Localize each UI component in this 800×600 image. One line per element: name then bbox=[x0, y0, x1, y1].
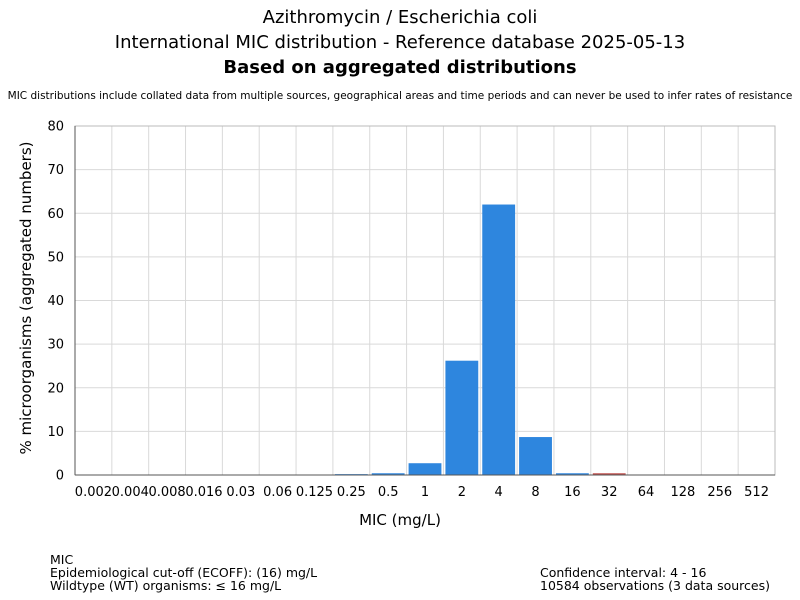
bar-2 bbox=[445, 360, 479, 475]
bars bbox=[334, 204, 626, 475]
footer-ecoff: Epidemiological cut-off (ECOFF): (16) mg… bbox=[50, 565, 318, 580]
bar-16 bbox=[555, 473, 589, 475]
y-tick-label: 80 bbox=[47, 120, 64, 135]
tick-labels: 0 10 20 30 40 50 60 70 80 0.002 0.004 0.008 0.016 0.0… bbox=[47, 120, 769, 501]
x-tick-label: 0.25 bbox=[337, 485, 366, 500]
footer-observations: 10584 observations (3 data sources) bbox=[540, 578, 770, 593]
footer-mic-label: MIC bbox=[50, 552, 74, 567]
y-tick-label: 60 bbox=[47, 207, 64, 222]
x-tick-label: 8 bbox=[531, 485, 539, 500]
x-tick-label: 4 bbox=[495, 485, 503, 500]
disclaimer-note: MIC distributions include collated data … bbox=[7, 90, 793, 102]
y-tick-label: 20 bbox=[47, 381, 64, 396]
x-tick-label: 0.016 bbox=[185, 485, 222, 500]
x-tick-label: 256 bbox=[707, 485, 732, 500]
chart-subtitle-bold: Based on aggregated distributions bbox=[223, 57, 577, 78]
bar-4 bbox=[482, 204, 516, 475]
y-tick-label: 70 bbox=[47, 163, 64, 178]
x-tick-label: 16 bbox=[564, 485, 581, 500]
axes bbox=[74, 125, 776, 476]
x-tick-label: 0.002 bbox=[75, 485, 112, 500]
footer-wildtype: Wildtype (WT) organisms: ≤ 16 mg/L bbox=[50, 578, 282, 593]
x-tick-label: 128 bbox=[670, 485, 695, 500]
bar-32 bbox=[592, 473, 626, 475]
bar-8 bbox=[519, 437, 552, 475]
bar-1 bbox=[408, 463, 442, 475]
x-tick-label: 64 bbox=[638, 485, 655, 500]
grid-lines bbox=[75, 125, 775, 476]
x-tick-label: 1 bbox=[421, 485, 429, 500]
x-tick-label: 0.125 bbox=[296, 485, 333, 500]
x-tick-label: 0.03 bbox=[226, 485, 255, 500]
footer-stats: Confidence interval: 4 - 16 10584 observ… bbox=[540, 566, 770, 592]
chart-subtitle: International MIC distribution - Referen… bbox=[114, 32, 686, 53]
x-axis-label: MIC (mg/L) bbox=[359, 511, 441, 529]
footer-ecoff-info: MIC Epidemiological cut-off (ECOFF): (16… bbox=[50, 553, 317, 592]
y-axis-label: % microorganisms (aggregated numbers) bbox=[17, 141, 35, 454]
bar-0.5 bbox=[371, 473, 405, 475]
y-tick-label: 50 bbox=[47, 250, 64, 265]
x-tick-label: 0.5 bbox=[378, 485, 399, 500]
y-tick-label: 0 bbox=[56, 469, 64, 484]
x-tick-label: 512 bbox=[744, 485, 769, 500]
chart-title: Azithromycin / Escherichia coli bbox=[262, 7, 538, 28]
x-tick-label: 0.004 bbox=[112, 485, 149, 500]
y-tick-label: 30 bbox=[47, 338, 64, 353]
x-tick-label: 2 bbox=[458, 485, 466, 500]
y-tick-label: 40 bbox=[47, 294, 64, 309]
x-tick-label: 0.008 bbox=[148, 485, 185, 500]
x-tick-label: 0.06 bbox=[263, 485, 292, 500]
footer-confidence-interval: Confidence interval: 4 - 16 bbox=[540, 565, 707, 580]
x-tick-label: 32 bbox=[601, 485, 618, 500]
y-tick-label: 10 bbox=[47, 425, 64, 440]
